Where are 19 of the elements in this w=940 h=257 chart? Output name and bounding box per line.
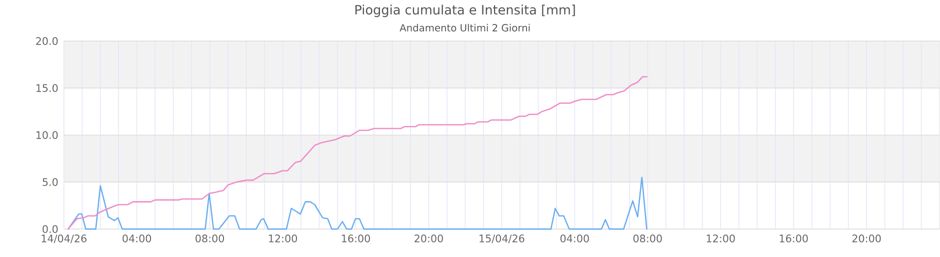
- y-tick-label: 10.0: [36, 131, 58, 139]
- x-tick-label: 08:00: [196, 234, 224, 242]
- x-tick-label: 12:00: [269, 234, 297, 242]
- x-tick-label: 14/04/26: [42, 234, 86, 244]
- x-tick-label: 04:00: [560, 234, 589, 242]
- x-tick-label: 04:00: [122, 234, 152, 242]
- x-tick-label: 12:00: [706, 234, 735, 242]
- y-tick-label: 20.0: [36, 37, 58, 45]
- x-tick-label: 16:00: [780, 234, 808, 242]
- y-tick-label: 0.0: [42, 225, 58, 233]
- x-tick-label: 16:00: [342, 234, 370, 242]
- chart-subtitle: Andamento Ultimi 2 Giorni: [400, 24, 530, 32]
- y-tick-label: 5.0: [42, 178, 58, 186]
- y-tick-label: 15.0: [36, 84, 58, 92]
- x-tick-label: 20:00: [852, 234, 881, 242]
- x-tick-label: 08:00: [633, 234, 662, 242]
- x-tick-label: 20:00: [414, 234, 443, 242]
- x-tick-label: 15/04/26: [480, 234, 524, 244]
- chart-title: Pioggia cumulata e Intensita [mm]: [355, 4, 575, 17]
